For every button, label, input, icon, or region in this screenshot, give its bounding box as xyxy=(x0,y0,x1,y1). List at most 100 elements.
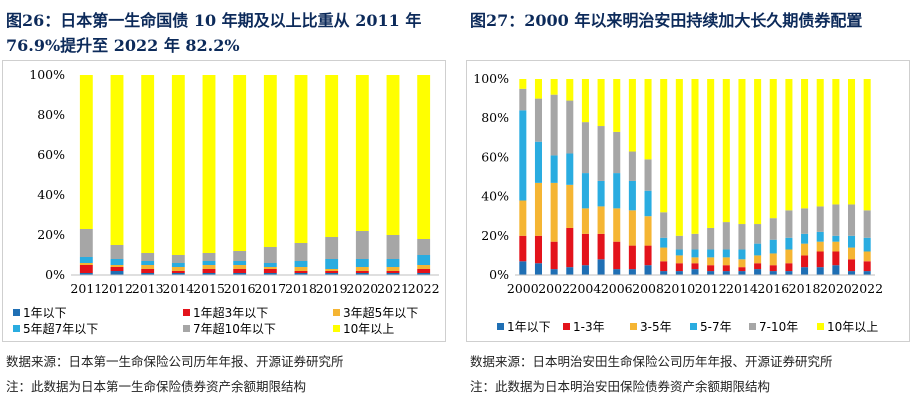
bar-segment xyxy=(110,245,124,259)
y-tick-label: 80% xyxy=(37,107,65,122)
bar-segment xyxy=(644,79,652,160)
bar-segment xyxy=(79,265,93,273)
x-tick-label: 2006 xyxy=(601,281,633,296)
bar-segment xyxy=(534,235,542,264)
bar-segment xyxy=(848,204,856,236)
chart-title: 图27：2000 年以来明治安田持续加大长久期债券配置 xyxy=(470,11,863,30)
x-tick-label: 2020 xyxy=(820,281,852,296)
legend-swatch xyxy=(333,325,340,332)
bar-segment xyxy=(597,259,605,275)
y-tick-label: 80% xyxy=(481,110,509,125)
bar-segment xyxy=(263,267,277,269)
bar-segment xyxy=(325,269,339,271)
legend-label: 1年超3年以下 xyxy=(193,305,268,320)
bar-segment xyxy=(519,200,527,236)
y-tick-label: 20% xyxy=(481,228,509,243)
bar-segment xyxy=(691,263,699,270)
bar-segment xyxy=(785,210,793,238)
bar-segment xyxy=(832,251,840,266)
bar-segment xyxy=(171,75,185,255)
bar-segment xyxy=(785,263,793,272)
bar-segment xyxy=(769,79,777,219)
x-tick-label: 2016 xyxy=(224,281,256,296)
bar-segment xyxy=(566,153,574,185)
bar-segment xyxy=(534,263,542,275)
bar-segment xyxy=(769,271,777,275)
bar-segment xyxy=(863,261,871,272)
x-tick-label: 2014 xyxy=(726,281,758,296)
bar-segment xyxy=(754,269,762,275)
legend-swatch xyxy=(690,323,697,330)
bar-segment xyxy=(816,79,824,207)
stacked-bar-chart: 0%20%40%60%80%100%2011201220132014201520… xyxy=(13,67,440,336)
bar-segment xyxy=(628,210,636,246)
y-tick-label: 100% xyxy=(473,71,509,86)
bar-segment xyxy=(801,233,809,244)
bar-segment xyxy=(644,245,652,266)
bar-segment xyxy=(233,265,247,269)
bar-segment xyxy=(754,243,762,256)
bar-segment xyxy=(534,182,542,236)
bar-segment xyxy=(738,249,746,260)
legend-label: 7年超10年以下 xyxy=(193,321,276,336)
bar-segment xyxy=(675,255,683,264)
legend-swatch xyxy=(817,323,824,330)
bar-segment xyxy=(675,271,683,275)
bar-segment xyxy=(171,255,185,263)
x-tick-label: 2011 xyxy=(70,281,102,296)
bar-segment xyxy=(325,273,339,275)
bar-segment xyxy=(597,206,605,234)
x-tick-label: 2002 xyxy=(538,281,570,296)
bar-segment xyxy=(263,273,277,275)
legend-label: 10年以上 xyxy=(827,320,878,334)
bar-segment xyxy=(675,249,683,256)
bar-segment xyxy=(79,229,93,257)
bar-segment xyxy=(581,233,589,266)
data-note: 注：此数据为日本明治安田保险债券资产余额期限结构 xyxy=(470,379,771,394)
bar-segment xyxy=(863,79,871,211)
y-tick-label: 20% xyxy=(37,227,65,242)
bar-segment xyxy=(79,263,93,265)
bar-segment xyxy=(801,255,809,268)
bar-segment xyxy=(141,253,155,261)
bar-segment xyxy=(110,265,124,267)
legend-swatch xyxy=(749,323,756,330)
bar-segment xyxy=(848,247,856,260)
bar-segment xyxy=(754,79,762,225)
bar-segment xyxy=(613,241,621,270)
x-tick-label: 2016 xyxy=(757,281,789,296)
bar-segment xyxy=(660,271,668,275)
bar-segment xyxy=(581,173,589,209)
bar-segment xyxy=(417,273,431,275)
bar-segment xyxy=(628,79,636,152)
bar-segment xyxy=(644,216,652,246)
bar-segment xyxy=(628,269,636,275)
bar-segment xyxy=(613,131,621,174)
x-tick-label: 2022 xyxy=(408,281,440,296)
y-tick-label: 0% xyxy=(45,267,65,282)
bar-segment xyxy=(660,237,668,248)
bar-segment xyxy=(581,265,589,275)
bar-segment xyxy=(566,100,574,154)
bar-segment xyxy=(785,237,793,250)
y-tick-label: 40% xyxy=(37,187,65,202)
bar-segment xyxy=(707,79,715,228)
bar-segment xyxy=(202,75,216,253)
chart-panel-left: 图26：日本第一生命国债 10 年期及以上比重从 2011 年 76.9%提升至… xyxy=(0,0,450,401)
legend-label: 7-10年 xyxy=(759,320,798,334)
bar-segment xyxy=(785,271,793,275)
bar-segment xyxy=(707,265,715,272)
bar-segment xyxy=(519,88,527,111)
legend-label: 10年以上 xyxy=(343,322,394,336)
bar-segment xyxy=(691,269,699,275)
bar-segment xyxy=(171,271,185,273)
legend-label: 5年超7年以下 xyxy=(23,321,98,336)
bar-segment xyxy=(141,75,155,253)
bar-segment xyxy=(581,79,589,123)
bar-segment xyxy=(644,159,652,191)
bar-segment xyxy=(769,218,777,240)
bar-segment xyxy=(141,269,155,273)
bar-segment xyxy=(355,75,369,231)
chart-area: 0% 20% 40% 60% 80% 100% 2000 2002 2004 2006 2008 20… xyxy=(466,60,910,342)
bar-segment xyxy=(722,222,730,250)
